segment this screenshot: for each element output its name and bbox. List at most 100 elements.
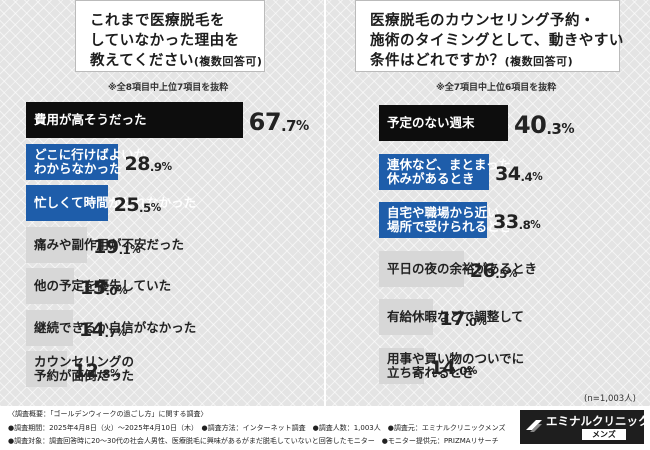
bar-row: 連休など、まとまった 休みがあるとき 34.4% (379, 153, 639, 190)
bar-label: 自宅や職場から近い 場所で受けられるとき (387, 202, 512, 238)
bar-label-line: 他の予定を優先していた (34, 278, 172, 293)
bar-row: 用事や買い物のついでに 立ち寄れるとき 14.0% (379, 347, 639, 384)
bar-label-line: 自宅や職場から近い (387, 205, 500, 220)
bar (26, 185, 108, 221)
bar-label: 連休など、まとまった 休みがあるとき (387, 154, 511, 190)
footer-survey-details: ●調査期間：2025年4月8日（火）〜2025年4月10日（木） ●調査方法：イ… (8, 424, 506, 432)
bar-label-line: カウンセリングの (34, 354, 135, 369)
bar-value-integer: 33 (493, 211, 519, 233)
bar-label: 用事や買い物のついでに 立ち寄れるとき (387, 348, 524, 384)
left-question-box: これまで医療脱毛を していなかった理由を 教えてください(複数回答可) (75, 0, 265, 72)
bar-value: 14.0% (430, 352, 478, 384)
bar-label-line: 用事や買い物のついでに (387, 350, 525, 366)
bar-value-unit: % (466, 364, 478, 377)
bar-row: 他の予定を優先していた 15.0% (26, 268, 326, 304)
bar-value-integer: 19 (93, 235, 119, 258)
bar-value: 19.1% (93, 231, 141, 263)
bar-label-line: 忙しくて時間がとれなかった (34, 195, 197, 210)
bar-value-decimal: .4 (520, 169, 533, 184)
bar (26, 226, 88, 263)
bar-value-unit: % (110, 368, 121, 381)
bar-label-line: 予定のない週末 (387, 115, 475, 130)
bar-value-decimal: .7 (104, 325, 117, 340)
bar-value-integer: 26 (469, 259, 496, 282)
bar-label-line: 休みがあるとき (387, 170, 475, 186)
bar-row: カウンセリングの 予約が面倒だった 12.8% (26, 351, 326, 387)
bar-label-line: どこに行けばよいか (34, 146, 147, 162)
bar (379, 347, 424, 384)
bar-value: 67.7% (249, 106, 310, 138)
bar-value-integer: 12 (72, 360, 99, 382)
bar-value-unit: % (530, 219, 541, 232)
right-question-suffix: (複数回答可) (504, 55, 574, 68)
bar-value-unit: % (561, 121, 575, 137)
left-question-line: していなかった理由を (90, 33, 240, 49)
bar (26, 102, 243, 138)
bar-value: 34.4% (495, 158, 543, 190)
left-question-line: これまで医療脱毛を (90, 13, 225, 29)
logo-main-text: エミナルクリニック (546, 414, 650, 428)
bar-value-unit: % (161, 160, 173, 173)
bar-value-integer: 67 (248, 108, 282, 136)
footer-survey-target: ●調査対象：調査回答時に20〜30代の社会人男性、医療脱毛に興味があるがまだ脱毛… (8, 437, 499, 445)
bar-value: 28.9% (124, 148, 172, 180)
bar-label-line: 場所で受けられるとき (387, 219, 513, 234)
bar-label-line: わからなかった (34, 160, 122, 176)
bar (379, 299, 434, 335)
bar-row: 継続できるか自信がなかった 14.7% (26, 309, 326, 346)
bar-value-integer: 25 (113, 194, 140, 216)
bar-value-decimal: .8 (98, 367, 111, 382)
bar-row: 平日の夜の余裕があるとき 26.5% (379, 250, 639, 287)
bar (379, 202, 488, 238)
bar-value-decimal: .3 (546, 120, 562, 139)
bar-value: 26.5% (470, 255, 518, 287)
bar-label: カウンセリングの 予約が面倒だった (34, 351, 134, 387)
logo-mark-icon (526, 420, 542, 432)
bar-value-integer: 17 (439, 308, 465, 330)
bar-value-unit: % (117, 285, 128, 298)
bar-value-integer: 15 (80, 277, 106, 299)
bar-value-unit: % (130, 243, 141, 256)
bar-value-decimal: .5 (139, 201, 151, 216)
bar-value: 17.0% (439, 303, 487, 335)
bar-label-line: 立ち寄れるとき (387, 364, 475, 380)
sample-size-label: (n=1,003人) (584, 394, 636, 404)
bar-value-decimal: .0 (464, 315, 477, 330)
right-question-line: 施術のタイミングとして、動きやすい (370, 33, 624, 49)
bar (379, 250, 464, 287)
bar-value-integer: 14 (79, 318, 105, 341)
right-question-line: 条件はどれですか？(複数回答可) (370, 53, 574, 69)
bar-value-unit: % (150, 202, 162, 215)
bar-label: 継続できるか自信がなかった (34, 310, 196, 346)
bar-row: 有給休暇などで調整して 17.0% (379, 299, 639, 335)
bar-row: 自宅や職場から近い 場所で受けられるとき 33.8% (379, 202, 639, 238)
bar-label-line: 費用が高そうだった (34, 112, 147, 127)
bar-label-line: 平日の夜の余裕があるとき (387, 260, 538, 276)
bar-value: 12.8% (73, 355, 121, 387)
bar-value-decimal: .7 (281, 117, 297, 136)
bar-row: どこに行けばよいか わからなかった 28.9% (26, 143, 326, 180)
bar (26, 143, 119, 180)
bar-value-integer: 14 (429, 356, 456, 379)
bar-value-decimal: .0 (455, 363, 467, 378)
bar-label: 他の予定を優先していた (34, 268, 171, 304)
right-question-line: 医療脱毛のカウンセリング予約・ (370, 13, 595, 29)
bar-label-line: 予約が面倒だった (34, 368, 135, 383)
bar-value: 14.7% (79, 314, 127, 346)
bar (26, 351, 67, 387)
bar-value-unit: % (116, 326, 127, 339)
logo-sub-text: メンズ (582, 429, 626, 440)
left-question-suffix: (複数回答可) (193, 55, 263, 68)
bar-value-unit: % (296, 118, 310, 134)
bar-value-decimal: .9 (149, 159, 162, 174)
bar-row: 忙しくて時間がとれなかった 25.5% (26, 185, 326, 221)
bar-value-integer: 34 (495, 162, 521, 185)
bar-value-decimal: .8 (518, 218, 531, 233)
bar-label-line: 有給休暇などで調整して (387, 309, 524, 324)
bar-label: 忙しくて時間がとれなかった (34, 185, 196, 221)
bar-label: 平日の夜の余裕があるとき (387, 251, 537, 287)
footer-survey-title: 〈調査概要：「ゴールデンウィークの過ごし方」に関する調査〉 (8, 410, 208, 418)
bar-value-integer: 28 (124, 152, 150, 175)
bar-value-decimal: .5 (495, 266, 507, 281)
bar-value-decimal: .1 (118, 242, 131, 257)
